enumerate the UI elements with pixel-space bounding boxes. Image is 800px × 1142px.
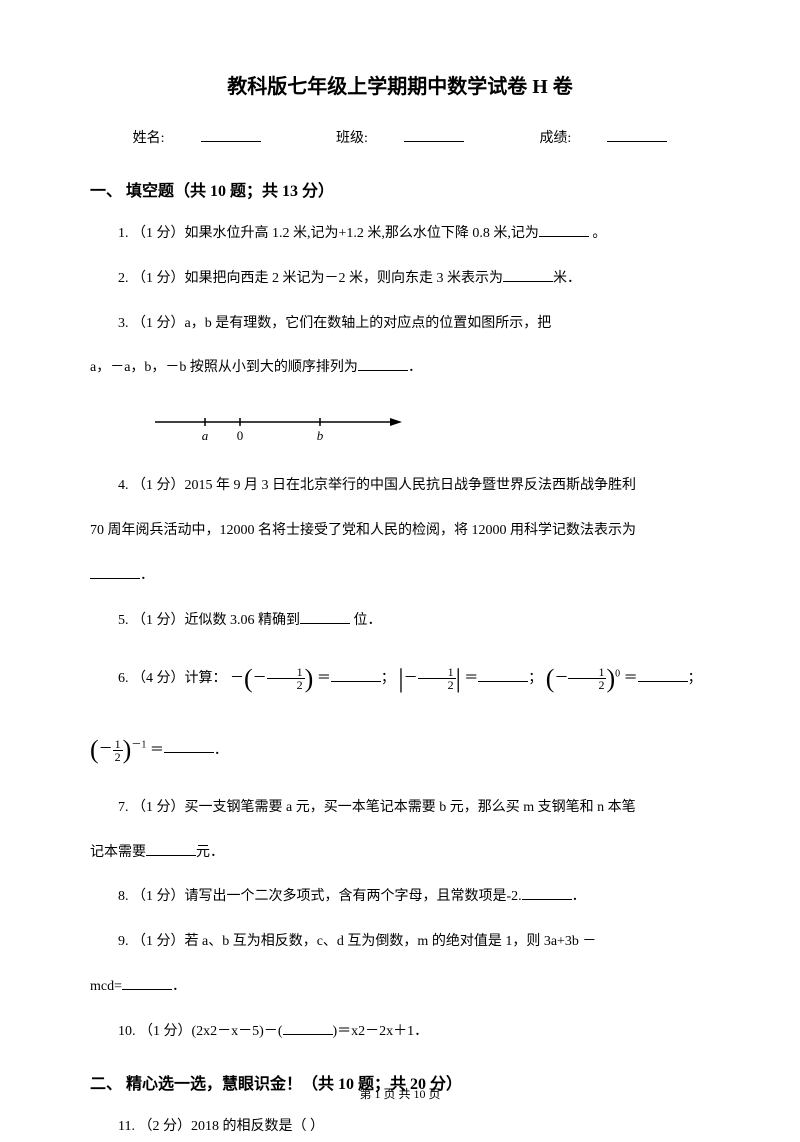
section-1-header: 一、 填空题（共 10 题；共 13 分） xyxy=(90,177,710,201)
question-6-line1: 6. （4 分）计算： －(－12) ＝； |－12| ＝； (－12)0 ＝； xyxy=(90,650,710,707)
question-4-line3: ． xyxy=(90,561,710,592)
name-label: 姓名: xyxy=(115,131,279,146)
page-footer: 第 1 页 共 10 页 xyxy=(0,1085,800,1102)
label-b: b xyxy=(317,428,324,443)
info-line: 姓名: 班级: 成绩: xyxy=(90,127,710,147)
question-8: 8. （1 分）请写出一个二次多项式，含有两个字母，且常数项是-2.． xyxy=(90,882,710,913)
question-6-line2: (－12)－1 ＝． xyxy=(90,722,710,779)
question-5: 5. （1 分）近似数 3.06 精确到 位． xyxy=(90,606,710,637)
number-line-figure: a 0 b xyxy=(150,410,410,450)
expr-neg-half-pow-neg1: (－12)－1 xyxy=(90,742,146,757)
expr-neg-half-pow0: (－12)0 xyxy=(546,671,620,686)
question-7-line1: 7. （1 分）买一支钢笔需要 a 元，买一本笔记本需要 b 元，那么买 m 支… xyxy=(90,793,710,824)
page-title: 教科版七年级上学期期中数学试卷 H 卷 xyxy=(90,70,710,99)
class-label: 班级: xyxy=(318,131,482,146)
question-3-line2: a，－a，b，－b 按照从小到大的顺序排列为． xyxy=(90,353,710,384)
expr-neg-neg-half: －(－12) xyxy=(230,671,313,686)
question-3-line1: 3. （1 分）a，b 是有理数，它们在数轴上的对应点的位置如图所示，把 xyxy=(90,309,710,340)
question-2: 2. （1 分）如果把向西走 2 米记为－2 米，则向东走 3 米表示为米． xyxy=(90,264,710,295)
label-0: 0 xyxy=(237,428,244,443)
question-10: 10. （1 分）(2x2－x－5)－()＝x2－2x＋1． xyxy=(90,1017,710,1048)
question-1: 1. （1 分）如果水位升高 1.2 米,记为+1.2 米,那么水位下降 0.8… xyxy=(90,219,710,250)
expr-abs-neg-half: |－12| xyxy=(398,671,460,686)
score-label: 成绩: xyxy=(521,131,685,146)
question-9-line1: 9. （1 分）若 a、b 互为相反数，c、d 互为倒数，m 的绝对值是 1，则… xyxy=(90,927,710,958)
label-a: a xyxy=(202,428,209,443)
question-7-line2: 记本需要元． xyxy=(90,838,710,869)
question-11: 11. （2 分）2018 的相反数是（ ） xyxy=(90,1112,710,1142)
question-4-line2: 70 周年阅兵活动中，12000 名将士接受了党和人民的检阅，将 12000 用… xyxy=(90,516,710,547)
question-9-line2: mcd=． xyxy=(90,972,710,1003)
question-4-line1: 4. （1 分）2015 年 9 月 3 日在北京举行的中国人民抗日战争暨世界反… xyxy=(90,471,710,502)
